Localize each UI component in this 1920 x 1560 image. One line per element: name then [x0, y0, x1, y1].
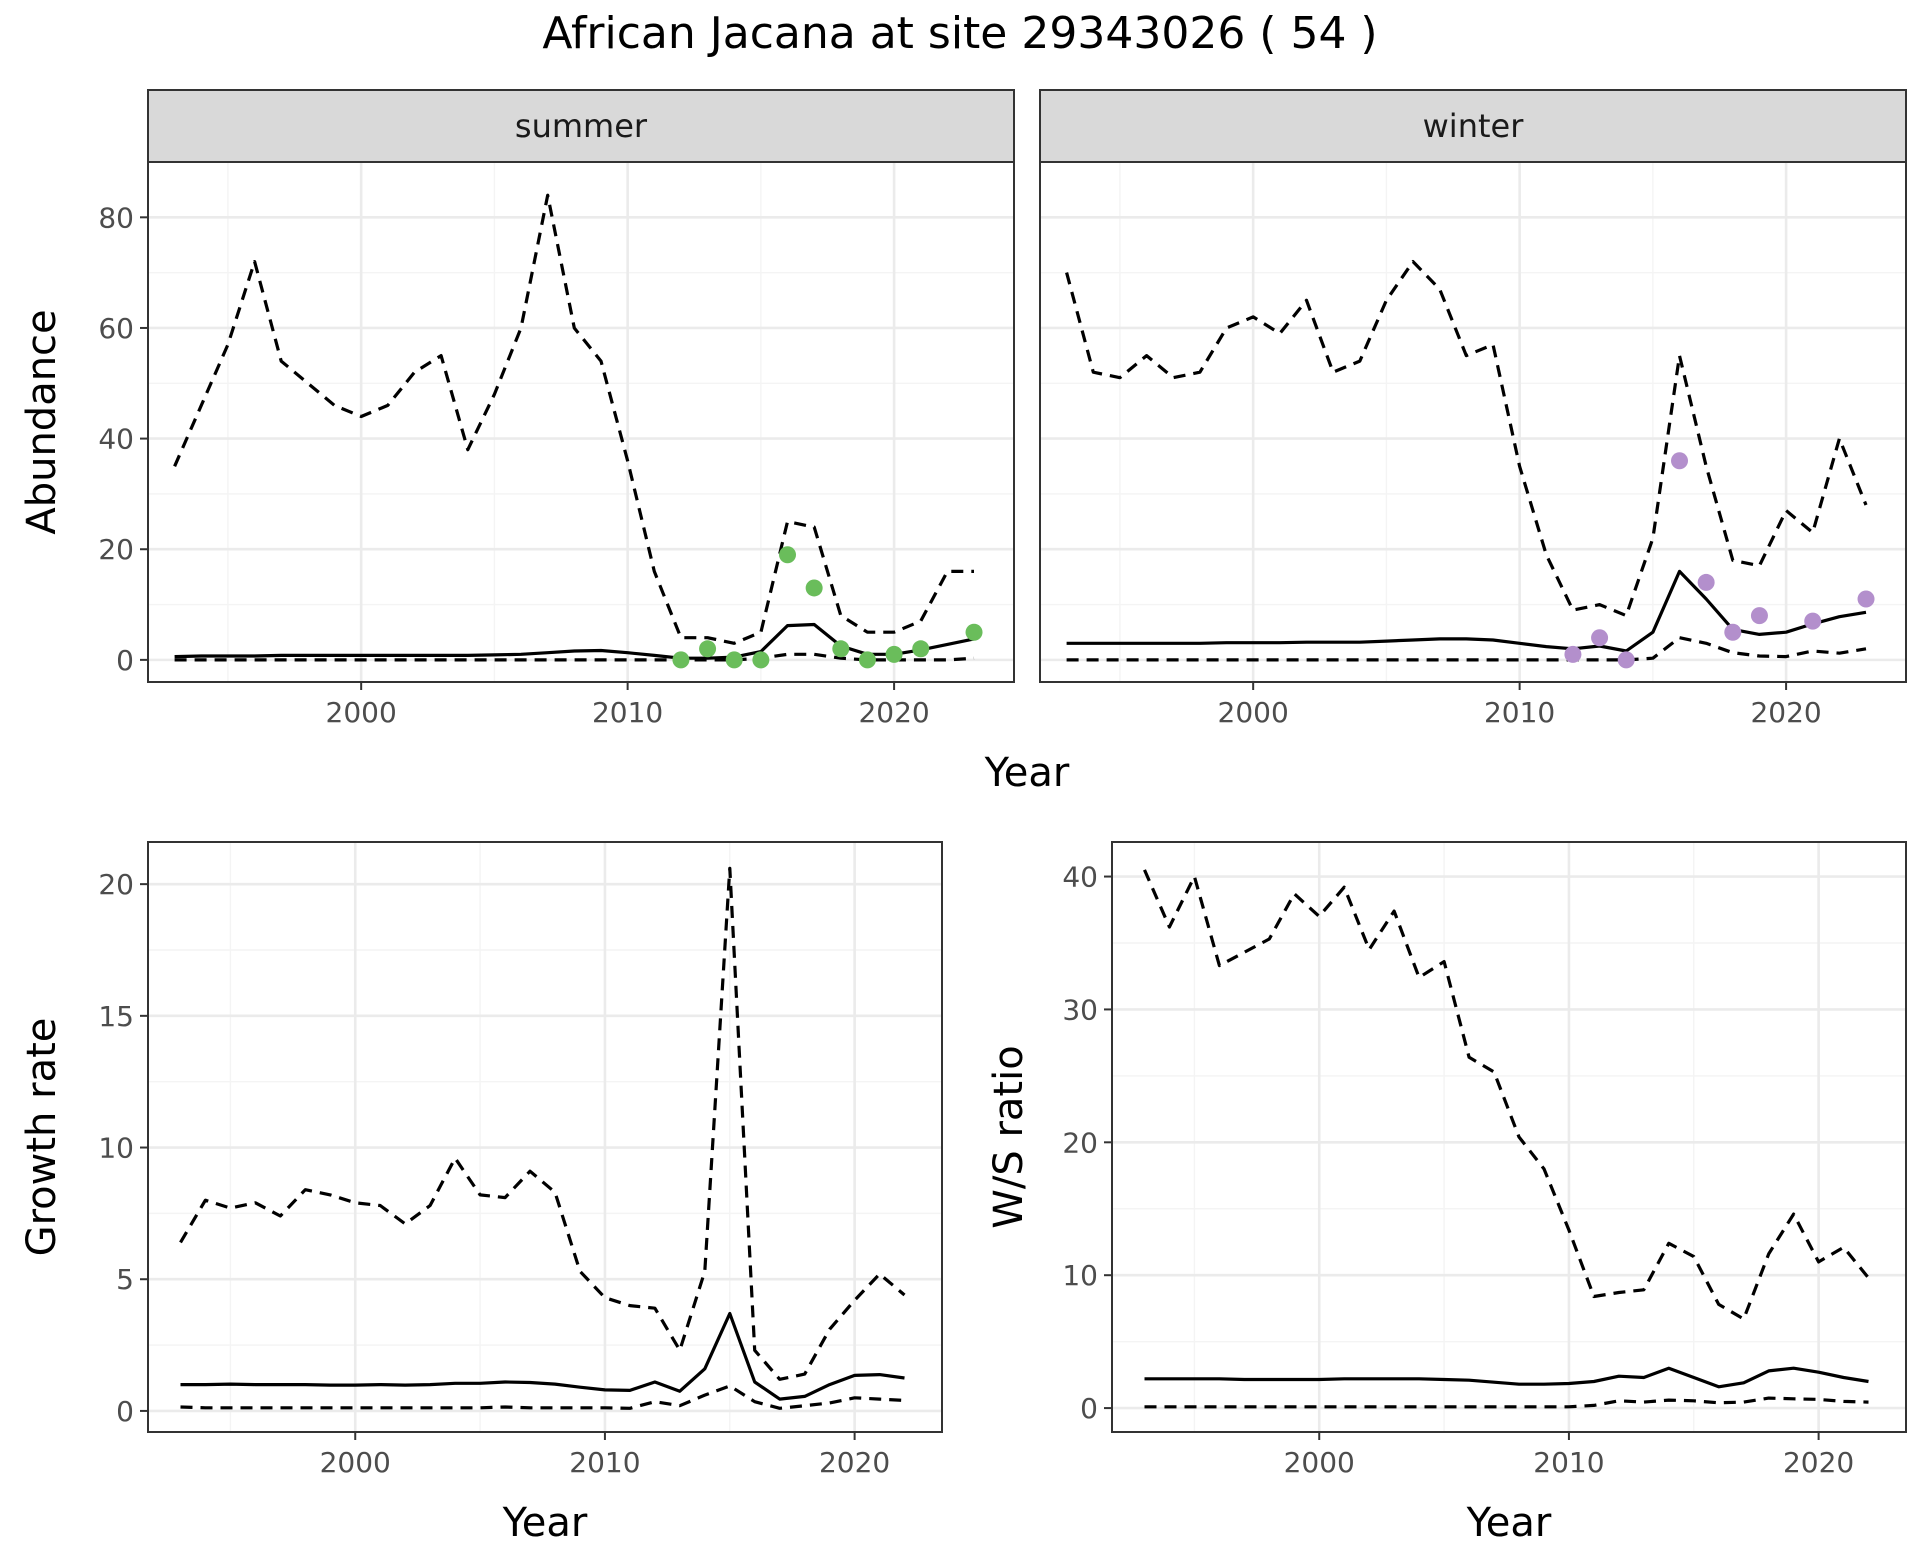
- series-line-lower: [180, 1384, 905, 1410]
- data-point: [699, 640, 717, 658]
- y-tick-label: 0: [116, 1395, 134, 1428]
- y-tick-label: 0: [116, 644, 134, 677]
- data-point: [779, 546, 797, 564]
- data-point: [1804, 612, 1822, 630]
- panel-background: [148, 162, 1014, 682]
- data-point: [912, 640, 930, 658]
- panel-growth: 2000 2010 2020 0 5 10 15 20 Year Growth rate: [19, 841, 943, 1546]
- panel-ws_ratio: 2000 2010 2020 0 10 20 30 40 Year W/S ratio: [986, 841, 1907, 1546]
- facet-strip-label: summer: [515, 107, 648, 145]
- panel-summer: summer 2000 2010 2020 0 20 40 60 80 Abundance: [19, 89, 1015, 729]
- series-line-upper: [1065, 260, 1868, 618]
- x-tick-label: 2020: [1783, 1446, 1854, 1479]
- x-tick-label: 2000: [1218, 696, 1289, 729]
- series-line-upper: [173, 193, 974, 645]
- panel-background: [1040, 162, 1906, 682]
- y-tick-label: 20: [1062, 1126, 1098, 1159]
- x-tick-label: 2010: [1533, 1446, 1604, 1479]
- y-tick-label: 40: [1062, 861, 1098, 894]
- data-point: [885, 645, 903, 663]
- data-point: [805, 579, 823, 597]
- x-axis-title: Year: [1466, 1500, 1552, 1546]
- y-tick-label: 5: [116, 1263, 134, 1296]
- series-line-estimate: [180, 1311, 905, 1401]
- x-axis-title: Year: [502, 1500, 588, 1546]
- data-point: [832, 640, 850, 658]
- data-point: [858, 651, 876, 669]
- data-point: [752, 651, 770, 669]
- x-tick-label: 2010: [569, 1446, 640, 1479]
- data-point: [1697, 573, 1715, 591]
- series-line-upper: [179, 866, 906, 1381]
- panel-border: [147, 841, 943, 1433]
- data-point: [1724, 623, 1742, 641]
- x-tick-label: 2000: [1284, 1446, 1355, 1479]
- facet-strip: [147, 89, 1015, 163]
- series-line-estimate: [1144, 1366, 1869, 1389]
- series-line-upper: [1143, 869, 1870, 1321]
- data-point: [1591, 629, 1609, 647]
- x-tick-label: 2020: [858, 696, 929, 729]
- y-tick-label: 15: [98, 1000, 134, 1033]
- y-tick-label: 20: [98, 868, 134, 901]
- x-tick-label: 2020: [819, 1446, 890, 1479]
- y-tick-label: 30: [1062, 993, 1098, 1026]
- x-tick-label: 2020: [1750, 696, 1821, 729]
- series-line-lower: [1144, 1396, 1869, 1409]
- panel-background: [148, 842, 942, 1432]
- y-axis-title: Growth rate: [19, 1018, 65, 1257]
- panel-winter: winter 2000 2010 2020: [1039, 89, 1907, 729]
- x-tick-label: 2000: [326, 696, 397, 729]
- y-tick-label: 10: [98, 1132, 134, 1165]
- data-point: [1857, 590, 1875, 608]
- y-tick-label: 60: [98, 312, 134, 345]
- facet-strip: [1039, 89, 1907, 163]
- x-tick-label: 2000: [320, 1446, 391, 1479]
- y-tick-label: 10: [1062, 1259, 1098, 1292]
- x-tick-label: 2010: [1484, 696, 1555, 729]
- x-axis-title-top: Year: [984, 750, 1070, 796]
- y-tick-label: 20: [98, 533, 134, 566]
- data-point: [1564, 645, 1582, 663]
- y-tick-label: 80: [98, 201, 134, 234]
- y-tick-label: 40: [98, 423, 134, 456]
- data-point: [1671, 452, 1689, 470]
- data-point: [1750, 607, 1768, 625]
- data-point: [725, 651, 743, 669]
- figure-title: African Jacana at site 29343026 ( 54 ): [542, 8, 1377, 59]
- data-point: [672, 651, 690, 669]
- y-axis-title: W/S ratio: [986, 1045, 1032, 1228]
- data-point: [1617, 651, 1635, 669]
- x-tick-label: 2010: [592, 696, 663, 729]
- facet-strip-label: winter: [1423, 107, 1525, 145]
- series-line-lower: [174, 652, 975, 662]
- data-point: [965, 623, 983, 641]
- panel-background: [1112, 842, 1906, 1432]
- y-tick-label: 0: [1080, 1392, 1098, 1425]
- panel-border: [1111, 841, 1907, 1433]
- y-axis-title: Abundance: [19, 309, 65, 534]
